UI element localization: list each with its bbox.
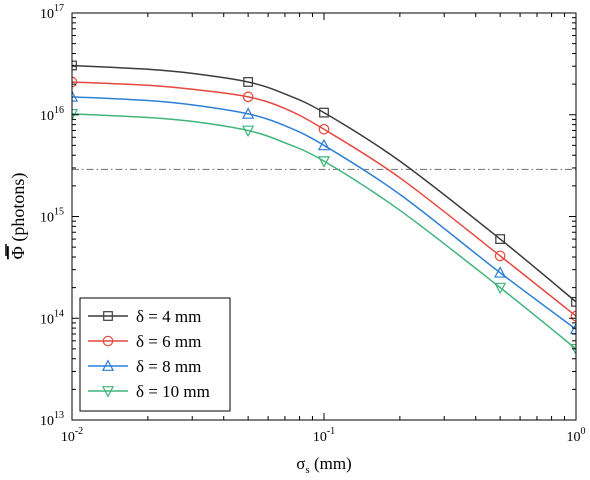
legend-item: δ = 10 mm [88,382,210,401]
legend-item: δ = 6 mm [88,332,201,351]
y-tick-label: 1016 [40,105,64,124]
data-point [242,107,255,119]
data-point [72,60,77,71]
data-point [494,282,507,295]
legend-swatch-marker [103,311,113,321]
series-line [72,113,576,350]
data-point [243,77,254,87]
data-point [317,138,331,151]
legend-box [79,297,231,412]
data-point [571,296,576,307]
x-tick-label: 10-1 [313,426,335,445]
legend-label: δ = 6 mm [136,332,201,351]
data-point [494,250,506,262]
series-1 [72,60,576,307]
data-point [319,107,329,118]
y-axis-label: Φ (photons) [8,173,29,260]
data-point [242,125,255,138]
legend-label: δ = 8 mm [136,357,201,376]
legend-swatch-marker [101,359,115,371]
legend-swatch-marker [102,335,114,347]
data-point [317,156,331,168]
y-tick-label: 1017 [40,3,64,22]
series-line [72,96,576,330]
data-point [494,266,507,278]
data-point [569,343,576,356]
series-line [72,64,576,303]
legend-item: δ = 8 mm [88,357,201,376]
legend-swatch-marker [101,386,115,398]
x-tick-label: 10-2 [61,426,83,445]
x-axis-label: σs (mm) [296,454,351,476]
data-point [495,234,506,244]
series-2 [72,76,576,322]
data-point [569,322,576,335]
legend-label: δ = 4 mm [136,307,201,326]
data-point [242,91,254,103]
y-tick-label: 1014 [40,308,64,327]
x-tick-label: 100 [567,426,586,445]
y-tick-label: 1015 [40,207,64,226]
data-point [72,90,79,102]
legend-label: δ = 10 mm [136,382,210,401]
data-point [318,123,330,135]
y-tick-label: 1013 [40,410,64,429]
series-line [72,81,576,317]
legend-item: δ = 4 mm [88,307,201,326]
series-3 [72,90,576,335]
